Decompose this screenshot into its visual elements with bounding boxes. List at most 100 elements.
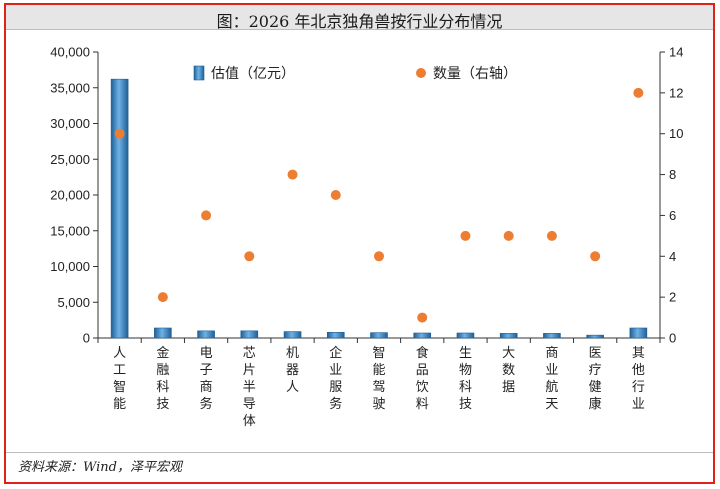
point <box>633 87 644 98</box>
category-label-char: 半 <box>243 380 256 395</box>
category-label-char: 务 <box>329 396 342 412</box>
category-label-char: 康 <box>589 396 602 412</box>
category-label-char: 健 <box>589 380 602 395</box>
bar <box>586 334 604 339</box>
category-label-char: 业 <box>632 397 645 412</box>
bar <box>283 331 302 339</box>
category-label-char: 料 <box>416 397 429 412</box>
category-label-char: 航 <box>545 379 558 395</box>
category-label-char: 其 <box>632 346 645 361</box>
category-label-char: 人 <box>286 380 299 395</box>
category-labels: 人工智能金融科技电子商务芯片半导体机器人企业服务智能驾驶食品饮料生物科技大数据商… <box>113 345 645 429</box>
legend-dot-swatch <box>416 68 426 78</box>
category-label-char: 能 <box>113 397 126 412</box>
legend: 估值（亿元） 数量（右轴） <box>193 65 517 82</box>
left-tick-label: 30,000 <box>50 116 90 131</box>
category-label-char: 商 <box>545 346 558 361</box>
category-label-char: 业 <box>545 363 558 378</box>
category-label-char: 导 <box>243 397 256 412</box>
bar <box>110 78 129 339</box>
point <box>287 169 298 180</box>
category-label-char: 数 <box>502 363 515 378</box>
right-tick-label: 14 <box>669 45 683 60</box>
category-label-char: 工 <box>113 363 126 378</box>
axes: 0 5,000 10,000 15,000 20,000 25,000 30,000 35,0… <box>50 45 683 346</box>
source-note: 资料来源：Wind，泽平宏观 <box>18 460 182 475</box>
category-label-char: 芯 <box>243 346 256 361</box>
category-label-char: 人 <box>113 346 126 361</box>
point <box>330 190 341 200</box>
point <box>114 128 125 139</box>
category-label-char: 疗 <box>589 363 602 378</box>
category-label-char: 大 <box>502 346 515 361</box>
category-label-char: 他 <box>632 363 645 378</box>
left-tick-label: 20,000 <box>50 188 90 203</box>
title-bar: 图：2026 年北京独角兽按行业分布情况 <box>6 5 713 31</box>
category-label-char: 务 <box>200 396 213 412</box>
bar <box>197 330 215 339</box>
category-label-char: 服 <box>329 380 342 395</box>
point <box>460 230 471 241</box>
category-label-char: 技 <box>459 397 472 412</box>
left-tick-label: 15,000 <box>50 223 90 238</box>
right-tick-label: 6 <box>669 208 676 223</box>
bars <box>110 78 648 339</box>
point <box>374 251 384 262</box>
category-label-char: 物 <box>459 363 472 378</box>
category-label-char: 驾 <box>372 380 385 395</box>
footer-divider <box>6 452 713 453</box>
category-label-char: 能 <box>372 363 385 378</box>
category-label-char: 机 <box>286 346 299 361</box>
bar <box>370 332 388 339</box>
chart-title: 图：2026 年北京独角兽按行业分布情况 <box>216 12 503 31</box>
category-label-char: 体 <box>243 414 256 429</box>
category-label-char: 医 <box>589 346 602 361</box>
bar <box>154 327 172 339</box>
category-label-char: 电 <box>200 346 213 361</box>
category-label-char: 业 <box>329 363 342 378</box>
legend-label-bar: 估值（亿元） <box>211 66 295 82</box>
bar <box>456 332 475 339</box>
left-tick-label: 35,000 <box>50 80 90 95</box>
left-tick-label: 0 <box>83 331 90 346</box>
category-label-char: 天 <box>545 397 558 412</box>
category-label-char: 智 <box>372 346 385 361</box>
bar <box>499 333 518 339</box>
category-label-char: 科 <box>459 380 472 395</box>
point <box>590 251 601 262</box>
point <box>244 251 255 262</box>
category-label-char: 商 <box>200 380 213 395</box>
category-label-char: 科 <box>156 380 169 395</box>
point <box>201 210 212 221</box>
right-tick-label: 10 <box>669 126 683 141</box>
right-tick-label: 4 <box>669 249 676 264</box>
legend-label-dot: 数量（右轴） <box>433 66 517 82</box>
category-label-char: 技 <box>156 397 169 412</box>
left-tick-label: 10,000 <box>50 259 90 274</box>
category-label-char: 行 <box>632 380 645 395</box>
category-label-char: 品 <box>416 363 429 378</box>
category-label-char: 生 <box>459 346 472 361</box>
category-label-char: 融 <box>156 363 169 378</box>
point <box>503 230 514 241</box>
dots <box>114 87 644 323</box>
bar <box>240 330 259 339</box>
category-label-char: 企 <box>329 345 342 361</box>
point <box>157 292 168 303</box>
bar <box>413 332 432 339</box>
category-label-char: 子 <box>200 363 213 378</box>
bar <box>326 331 345 339</box>
left-tick-label: 5,000 <box>57 295 90 310</box>
left-tick-label: 25,000 <box>50 152 90 167</box>
category-label-char: 器 <box>286 363 299 378</box>
category-label-char: 食 <box>416 345 429 361</box>
category-label-char: 智 <box>113 380 126 395</box>
left-tick-label: 40,000 <box>50 45 90 60</box>
right-tick-label: 2 <box>669 290 676 305</box>
category-label-char: 饮 <box>416 380 429 395</box>
point <box>546 230 557 241</box>
legend-bar-swatch <box>193 65 205 81</box>
category-label-char: 金 <box>156 345 169 361</box>
right-tick-label: 12 <box>669 85 683 100</box>
